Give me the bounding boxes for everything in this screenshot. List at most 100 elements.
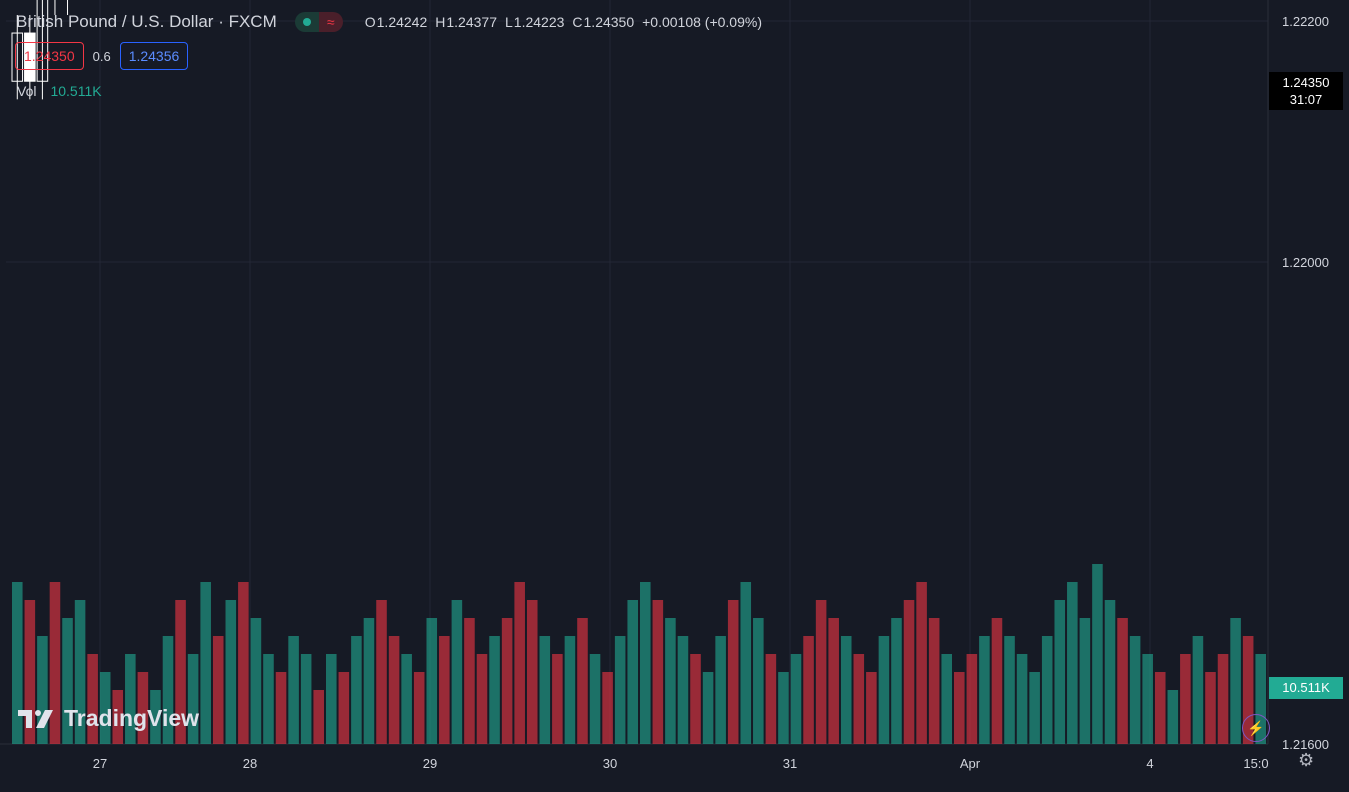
volume-bar — [803, 636, 814, 744]
x-tick-label: 31 — [783, 756, 797, 771]
logo-text: TradingView — [64, 705, 200, 731]
volume-bar — [640, 582, 651, 744]
volume-bar — [1129, 636, 1141, 744]
volume-bar — [778, 672, 789, 744]
y-tick-label: 1.21600 — [1282, 737, 1329, 752]
volume-bar — [388, 636, 400, 744]
symbol-header: British Pound / U.S. Dollar · FXCM ≈ O1.… — [16, 10, 762, 34]
volume-axis-label: 10.511K — [1269, 677, 1343, 699]
change-value: +0.00108 (+0.09%) — [642, 14, 762, 30]
volume-bar — [74, 600, 86, 744]
volume-bar — [866, 672, 877, 744]
volume-legend-label: Vol — [17, 83, 37, 99]
volume-bar — [24, 600, 36, 744]
volume-bar — [175, 600, 186, 744]
volume-bar — [539, 636, 551, 744]
x-tick-label: 15:0 — [1243, 756, 1268, 771]
volume-bar — [891, 618, 902, 744]
volume-bar — [351, 636, 362, 744]
volume-bar — [828, 618, 839, 744]
volume-bar — [49, 582, 61, 744]
candle-body — [36, 0, 49, 82]
volume-bar — [727, 600, 739, 744]
market-open-dot-icon — [294, 12, 319, 32]
volume-bar — [1242, 636, 1254, 744]
volume-bar — [225, 600, 237, 744]
volume-bar — [338, 672, 350, 744]
volume-bar — [187, 654, 199, 744]
buy-button[interactable]: 1.24356 — [119, 42, 189, 70]
volume-bar — [288, 636, 299, 744]
volume-bar — [238, 582, 249, 744]
volume-bar — [840, 636, 852, 744]
approx-icon: ≈ — [318, 12, 343, 32]
volume-legend[interactable]: Vol 10.511K — [17, 83, 102, 99]
volume-bar — [439, 636, 450, 744]
volume-bar — [577, 618, 588, 744]
volume-bar — [99, 672, 111, 744]
sell-button[interactable]: 1.24350 — [15, 42, 84, 70]
volume-bar — [589, 654, 601, 744]
volume-bar — [514, 582, 525, 744]
volume-bar — [250, 618, 262, 744]
volume-bar — [476, 654, 488, 744]
close-key: C — [572, 14, 583, 30]
volume-bar — [200, 582, 211, 744]
y-tick-label: 1.22200 — [1282, 14, 1329, 29]
low-value: 1.24223 — [513, 14, 565, 30]
lightning-icon[interactable]: ⚡ — [1242, 714, 1270, 742]
volume-bar — [991, 618, 1003, 744]
volume-bar — [313, 690, 324, 744]
volume-bar — [1079, 618, 1091, 744]
volume-bar — [790, 654, 802, 744]
volume-bar — [552, 654, 563, 744]
volume-bar — [87, 654, 98, 744]
last-price-label: 1.24350 31:07 — [1269, 72, 1343, 110]
y-tick-label: 1.22000 — [1282, 255, 1329, 270]
symbol-title[interactable]: British Pound / U.S. Dollar · FXCM — [16, 12, 277, 31]
open-key: O — [364, 14, 376, 30]
volume-bar — [426, 618, 438, 744]
volume-bar — [1255, 654, 1266, 744]
volume-bar — [903, 600, 915, 744]
volume-bar — [489, 636, 500, 744]
x-tick-label: 29 — [423, 756, 437, 771]
volume-bar — [627, 600, 638, 744]
candle-body — [11, 32, 24, 82]
volume-bar — [853, 654, 865, 744]
volume-bar — [765, 654, 777, 744]
volume-bar — [125, 654, 136, 744]
ohlc-values: O1.24242 H1.24377 L1.24223 C1.24350 +0.0… — [365, 14, 762, 30]
volume-bar — [501, 618, 513, 744]
volume-bar — [263, 654, 274, 744]
x-tick-label: Apr — [960, 756, 981, 771]
volume-bar — [1067, 582, 1078, 744]
volume-bar — [740, 582, 752, 744]
volume-bar — [753, 618, 764, 744]
market-status-pill[interactable]: ≈ — [294, 12, 343, 32]
volume-bar — [1217, 654, 1229, 744]
volume-bar — [62, 618, 73, 744]
volume-bar — [1142, 654, 1153, 744]
volume-bar — [715, 636, 726, 744]
tradingview-logo[interactable]: TradingView — [18, 705, 199, 732]
volume-bar — [300, 654, 312, 744]
volume-bar — [979, 636, 990, 744]
volume-bar — [1180, 654, 1191, 744]
volume-bar — [413, 672, 425, 744]
bar-countdown: 31:07 — [1289, 92, 1323, 107]
volume-bar — [677, 636, 689, 744]
low-key: L — [504, 14, 513, 30]
volume-bar — [1104, 600, 1116, 744]
volume-bar — [1054, 600, 1066, 744]
volume-bar — [1230, 618, 1241, 744]
volume-bar — [602, 672, 613, 744]
volume-bar — [614, 636, 626, 744]
gear-icon[interactable]: ⚙ — [1298, 750, 1315, 770]
volume-bar — [1004, 636, 1015, 744]
trade-panel: 1.24350 0.6 1.24356 — [15, 42, 189, 70]
volume-bar — [326, 654, 337, 744]
volume-bar — [526, 600, 538, 744]
